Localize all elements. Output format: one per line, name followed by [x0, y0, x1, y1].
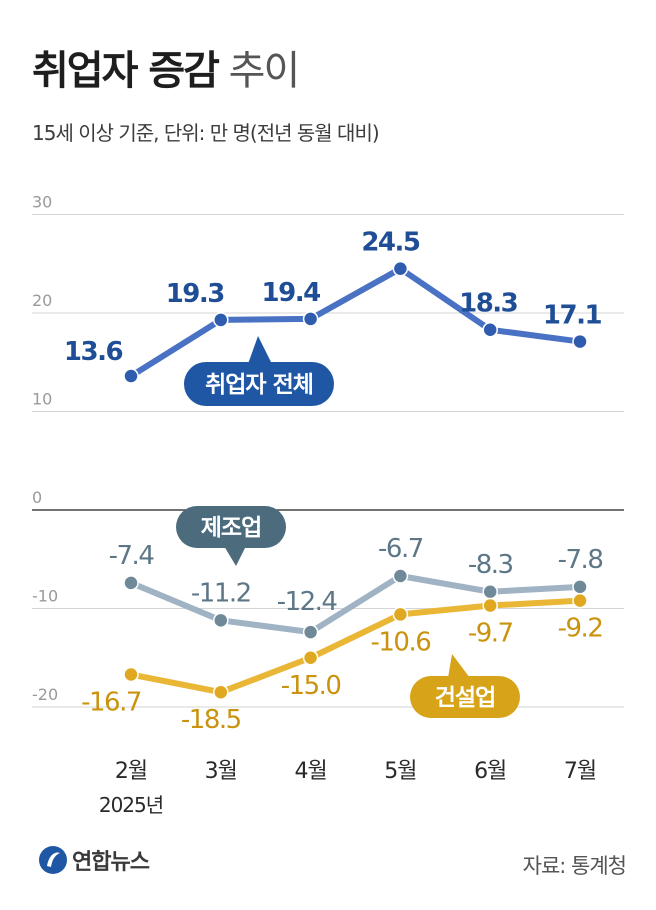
x-year-label: 2025년: [99, 793, 163, 817]
data-point-manufacturing: [213, 612, 229, 629]
title-sub: 추이: [228, 48, 301, 94]
data-point-construction: [213, 684, 229, 700]
data-label-manufacturing: -8.3: [468, 550, 513, 580]
series-line-total: [128, 265, 583, 380]
data-point-manufacturing: [392, 568, 409, 584]
chart-title: 취업자 증감 추이: [32, 38, 301, 96]
data-label-construction: -18.5: [181, 705, 241, 735]
source-note: 자료: 통계청: [522, 854, 627, 878]
data-point-manufacturing: [572, 579, 588, 595]
y-tick-label: 0: [32, 488, 42, 507]
series-line-construction: [128, 597, 583, 696]
data-point-total: [392, 260, 409, 277]
y-tick-label: 10: [32, 390, 52, 409]
data-label-manufacturing: -7.8: [558, 545, 603, 575]
data-label-construction: -9.2: [558, 614, 603, 644]
x-tick-label: 6월: [474, 759, 506, 784]
badge-manufacturing-tail: [224, 546, 246, 566]
badge-manufacturing-label: 제조업: [201, 515, 261, 541]
badge-total-label: 취업자 전체: [205, 372, 313, 398]
x-tick-label: 7월: [564, 759, 596, 784]
data-point-total: [213, 312, 229, 328]
badge-total: [184, 362, 334, 406]
data-label-total: 19.4: [262, 278, 321, 308]
y-tick-label: 20: [32, 291, 52, 310]
data-label-manufacturing: -7.4: [109, 541, 155, 571]
data-point-construction: [392, 606, 409, 623]
data-point-construction: [302, 650, 319, 666]
x-tick-label: 5월: [384, 759, 416, 784]
data-point-total: [482, 321, 498, 338]
badge-total-tail: [248, 336, 272, 364]
data-label-manufacturing: -11.2: [191, 578, 251, 608]
data-point-manufacturing: [123, 575, 139, 591]
y-tick-label: -20: [32, 685, 58, 704]
badge-construction-label: 건설업: [435, 685, 495, 711]
data-label-total: 18.3: [459, 289, 518, 319]
badge-construction: [410, 676, 520, 718]
data-label-total: 13.6: [64, 337, 123, 367]
data-point-manufacturing: [482, 584, 498, 600]
data-label-total: 24.5: [361, 228, 420, 258]
badge-construction-tail: [448, 654, 470, 678]
series-line-manufacturing: [128, 572, 583, 636]
data-label-construction: -10.6: [371, 627, 431, 657]
data-label-manufacturing: -12.4: [277, 587, 338, 617]
x-tick-label: 2월: [115, 759, 147, 784]
badge-manufacturing: [176, 506, 286, 548]
data-point-total: [572, 333, 588, 350]
title-main: 취업자 증감: [32, 48, 220, 94]
data-point-total: [123, 368, 139, 384]
data-label-manufacturing: -6.7: [378, 534, 423, 564]
y-tick-label: -10: [32, 587, 58, 606]
data-point-construction: [123, 666, 139, 683]
x-tick-label: 4월: [294, 759, 326, 784]
data-label-construction: -16.7: [81, 687, 141, 717]
data-label-total: 17.1: [543, 301, 602, 331]
chart-subtitle: 15세 이상 기준, 단위: 만 명(전년 동월 대비): [32, 121, 380, 145]
data-label-total: 19.3: [166, 279, 225, 309]
data-point-construction: [482, 597, 498, 614]
data-label-construction: -15.0: [281, 671, 341, 701]
data-point-manufacturing: [302, 624, 319, 640]
y-tick-label: 30: [32, 193, 52, 212]
yonhap-logo: 연합뉴스: [38, 844, 150, 876]
data-point-construction: [572, 592, 588, 609]
logo-text: 연합뉴스: [72, 850, 150, 875]
data-point-total: [302, 311, 319, 327]
data-label-construction: -9.7: [468, 619, 513, 649]
yonhap-logo-icon: [39, 846, 67, 874]
x-tick-label: 3월: [205, 759, 237, 784]
